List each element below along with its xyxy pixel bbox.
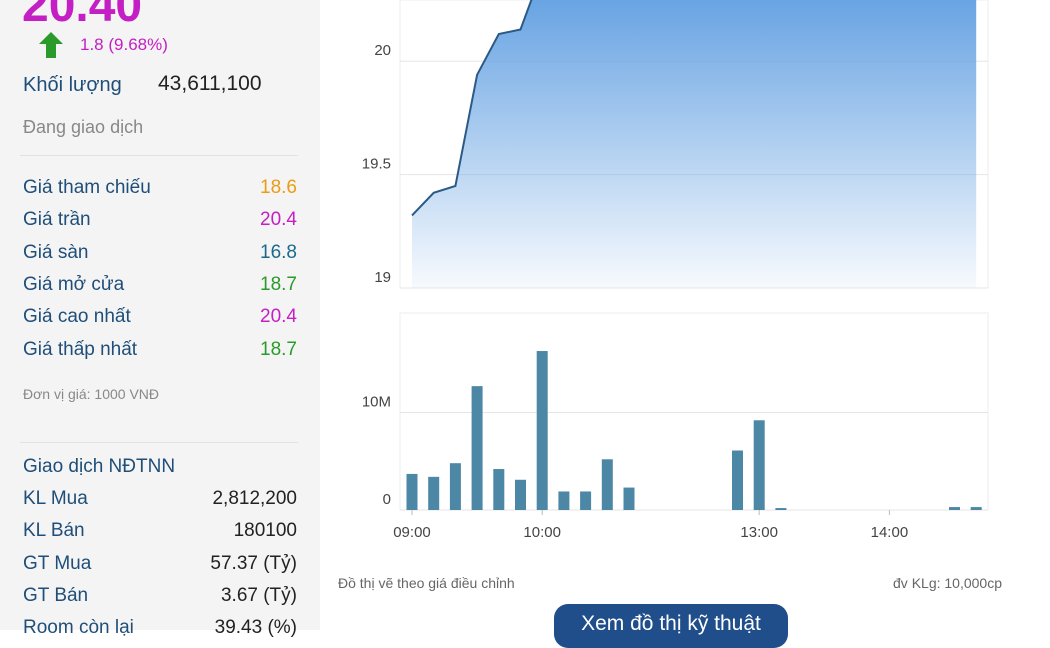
bar: [949, 507, 960, 510]
bar: [493, 469, 505, 510]
x-tick-label: 10:00: [523, 524, 561, 541]
volume-label: Khối lượng: [23, 74, 122, 96]
bar: [449, 463, 461, 510]
bar: [406, 473, 418, 510]
price-label: Giá cao nhất: [23, 306, 131, 328]
chart: 19 19.5 20 0 10M 09:00 10:00 13:00 14:00: [362, 0, 989, 541]
price-value: 20.4: [260, 209, 297, 231]
bar: [753, 420, 765, 510]
note-right: đv KLg: 10,000cp: [893, 575, 1002, 591]
change: 1.8 (9.68%): [80, 35, 168, 54]
sidebar: 20.40 1.8 (9.68%) Khối lượng 43,611,100 …: [0, 0, 320, 638]
price-label: Giá trần: [23, 209, 91, 231]
y-tick-label: 10M: [362, 393, 391, 410]
bar: [471, 386, 483, 510]
y-tick-label: 19.5: [362, 156, 391, 173]
bar: [775, 508, 787, 510]
bar: [601, 459, 613, 510]
foreign-label: KL Bán: [23, 520, 85, 542]
foreign-value: 180100: [233, 520, 297, 542]
bar: [970, 507, 982, 510]
foreign-title: Giao dịch NĐTNN: [23, 456, 176, 477]
foreign-value: 2,812,200: [212, 488, 297, 509]
price-label: Giá tham chiếu: [23, 177, 151, 198]
status: Đang giao dịch: [23, 117, 144, 137]
y-tick-label: 0: [383, 491, 391, 508]
price-label: Giá thấp nhất: [23, 338, 138, 360]
x-tick-label: 14:00: [871, 524, 909, 541]
price-value: 20.4: [260, 306, 297, 328]
divider: [20, 155, 298, 156]
unit-note: Đơn vị giá: 1000 VNĐ: [23, 386, 160, 402]
x-tick-label: 13:00: [740, 524, 778, 541]
price-value: 18.6: [260, 177, 297, 198]
plot-frame: [399, 312, 989, 511]
bar: [623, 487, 635, 510]
price-label: Giá mở cửa: [23, 273, 125, 295]
price-value: 18.7: [260, 273, 297, 295]
price-value: 16.8: [260, 241, 297, 263]
line: [411, 0, 533, 217]
price-value: 18.7: [260, 338, 297, 360]
bar: [732, 450, 743, 510]
foreign-label: KL Mua: [23, 488, 88, 509]
foreign-label: GT Mua: [23, 552, 92, 574]
foreign-value: 3.67 (Tỷ): [220, 584, 297, 606]
bar: [558, 491, 570, 510]
bar: [536, 351, 548, 510]
foreign-label: GT Bán: [23, 584, 89, 606]
volume: 43,611,100: [158, 72, 262, 95]
chart-button[interactable]: Xem đồ thị kỹ thuật: [554, 604, 788, 648]
area: [412, 0, 977, 288]
bar: [428, 476, 440, 510]
foreign-value: 57.37 (Tỷ): [210, 552, 297, 574]
bar: [515, 479, 526, 510]
page: 20.40 1.8 (9.68%) Khối lượng 43,611,100 …: [0, 0, 1002, 648]
x-tick-label: 09:00: [393, 524, 431, 541]
up-arrow: [39, 32, 63, 58]
price-label: Giá sàn: [23, 241, 89, 263]
y-tick-label: 19: [374, 269, 391, 286]
y-tick-label: 20: [374, 42, 391, 59]
note-left: Đồ thị vẽ theo giá điều chỉnh: [338, 575, 515, 591]
divider: [20, 442, 298, 443]
price: 20.40: [22, 0, 143, 32]
bar: [580, 491, 592, 510]
